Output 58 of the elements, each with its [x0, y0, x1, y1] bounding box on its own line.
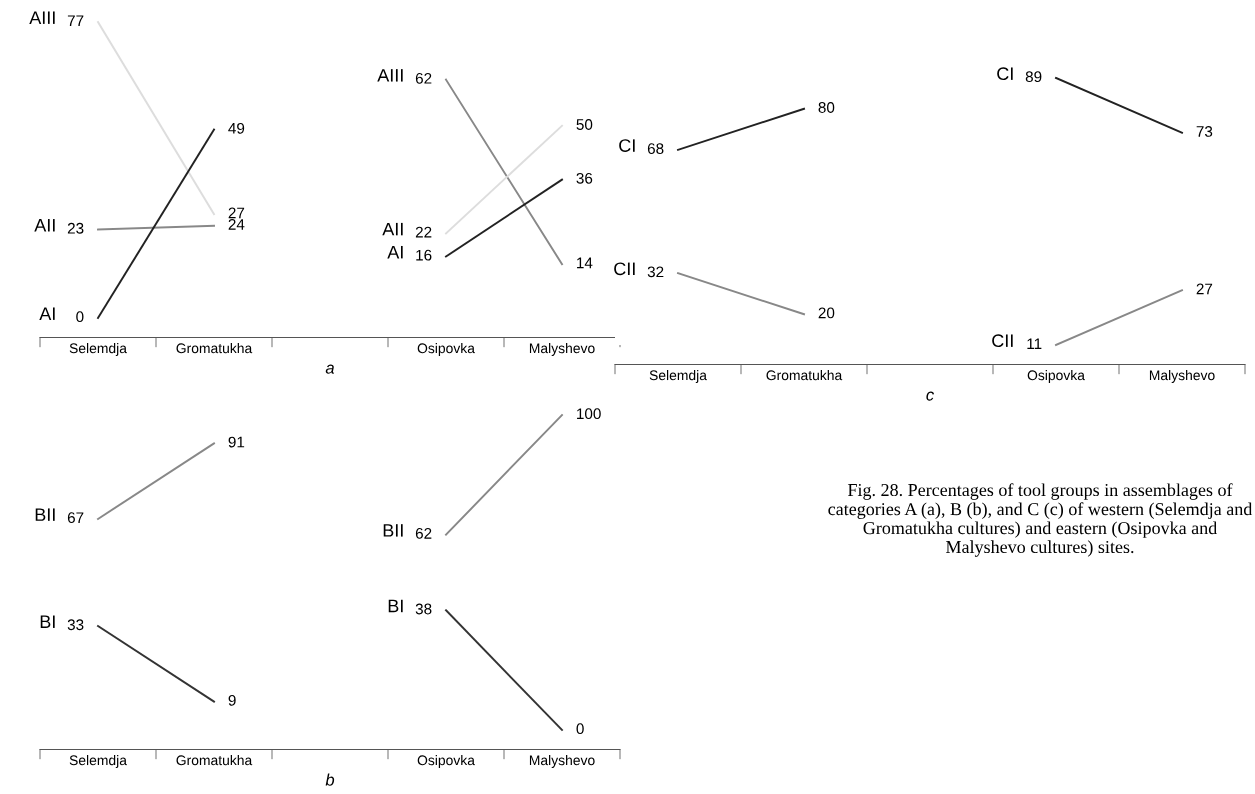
x-axis-title: a	[325, 364, 335, 374]
text: BII	[35, 508, 55, 521]
text: CII	[992, 334, 1013, 348]
x-tick-label: Selemdja	[69, 343, 127, 356]
data-label: 27	[1196, 283, 1213, 295]
text: BI	[40, 615, 55, 628]
data-label: 27	[228, 207, 245, 219]
x-tick-label: Malyshevo	[529, 343, 595, 356]
data-label: 50	[576, 119, 593, 130]
x-axis-title: b	[325, 773, 335, 786]
data-label: 38	[415, 603, 432, 615]
data-label: 0	[76, 311, 84, 323]
x-tick-label: Osipovka	[417, 343, 475, 356]
data-label: 14	[577, 257, 593, 269]
text: BII	[383, 524, 403, 537]
data-label: 32	[647, 266, 664, 278]
x-axis-title: c	[926, 391, 934, 401]
text: AIII	[377, 69, 403, 82]
data-label: 0	[576, 723, 584, 735]
text: AIII	[29, 11, 55, 24]
data-label: 80	[818, 102, 835, 113]
text: CII	[614, 262, 635, 276]
data-label: 23	[67, 222, 84, 234]
x-tick-label: Selemdja	[649, 370, 707, 383]
data-label: 62	[415, 72, 432, 84]
x-tick-label: Gromatukha	[176, 755, 253, 766]
data-label: 16	[416, 249, 432, 261]
data-label: 9	[228, 694, 236, 706]
text: CI	[619, 139, 635, 152]
data-label: 100	[577, 408, 601, 420]
x-tick-label: Osipovka	[417, 755, 475, 768]
x-tick-label: Malyshevo	[529, 755, 595, 768]
caption: Fig. 28. Percentages of tool groups in assemblages of categories A (a), B (b), and C (c) of western (Selemdja and Gromatukha cultures) and eastern (Osipovka and Malyshevo cultures) sites.	[828, 483, 1253, 557]
data-label: 73	[1196, 126, 1213, 137]
text: AI	[387, 245, 403, 259]
data-label: 20	[818, 307, 835, 319]
x-tick-label: Malyshevo	[1149, 370, 1215, 383]
text: AII	[382, 222, 403, 236]
x-tick-label: Gromatukha	[176, 343, 253, 354]
data-label: 91	[228, 436, 245, 448]
x-tick-label: Selemdja	[69, 755, 127, 768]
data-label: 33	[67, 619, 84, 631]
data-label: 11	[1027, 338, 1042, 349]
x-tick-label: Osipovka	[1027, 370, 1085, 383]
data-label: 62	[415, 527, 432, 539]
data-label: 89	[1025, 71, 1042, 83]
data-label: 67	[67, 512, 84, 524]
data-label: 24	[228, 219, 245, 230]
data-label: 49	[228, 122, 245, 134]
text: BI	[388, 599, 403, 613]
text: AII	[34, 219, 55, 232]
data-label: 77	[67, 15, 84, 26]
data-label: 36	[576, 172, 593, 184]
data-label: 68	[647, 143, 664, 154]
data-label: 22	[415, 226, 432, 238]
text: AI	[39, 307, 55, 320]
x-tick-label: Gromatukha	[766, 370, 843, 381]
text: CI	[997, 67, 1013, 81]
